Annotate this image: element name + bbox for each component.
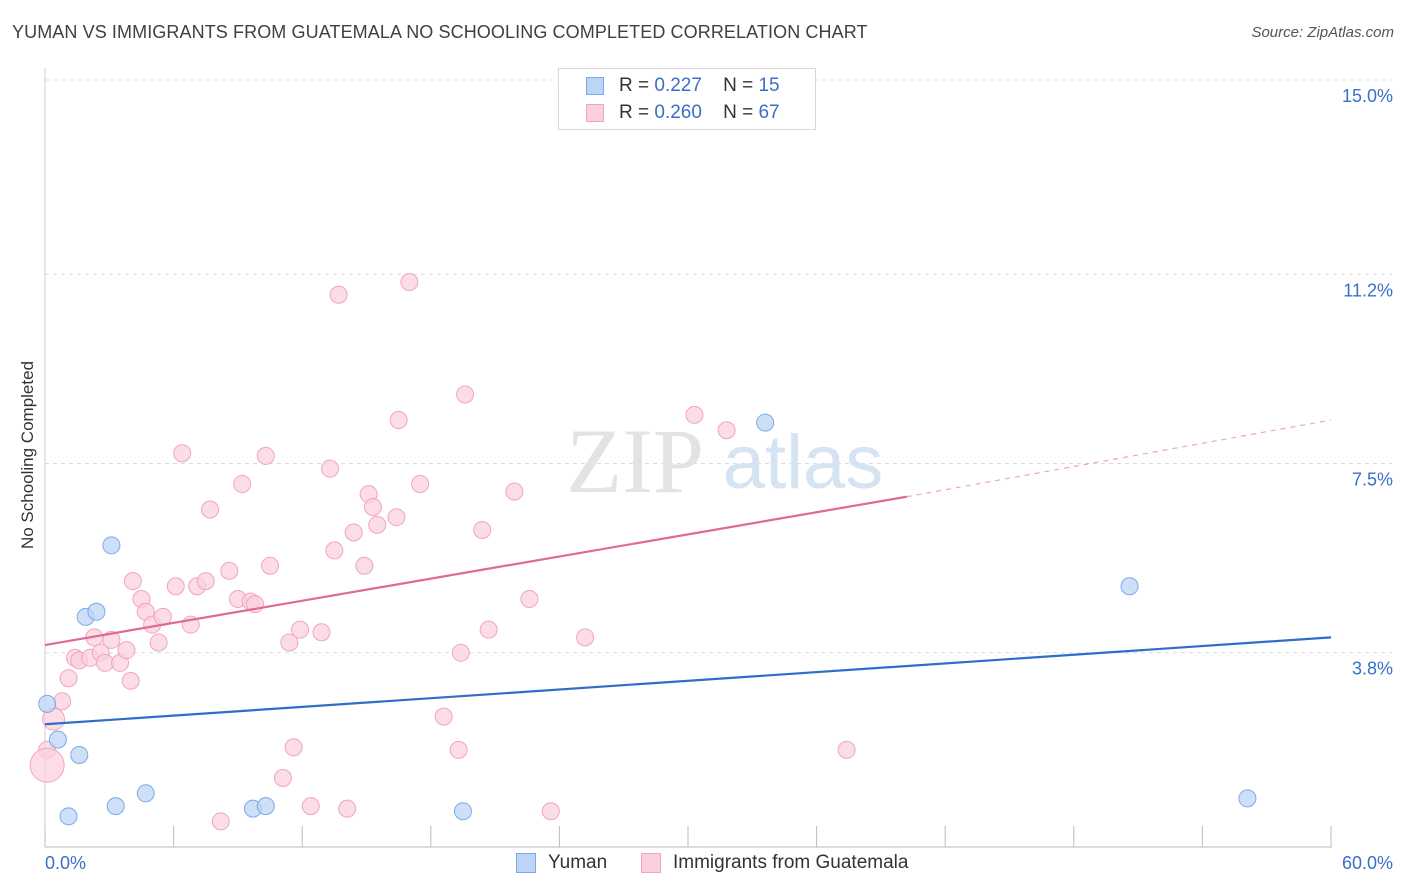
legend-label: Immigrants from Guatemala — [673, 852, 909, 873]
yuman-legend-swatch — [516, 853, 536, 873]
guatemala-point — [363, 497, 382, 516]
yuman-swatch — [586, 77, 604, 95]
guatemala-point — [325, 541, 344, 560]
yuman-point — [70, 745, 89, 764]
guatemala-point — [284, 738, 303, 757]
trendlines — [44, 419, 1332, 726]
axes — [44, 68, 1332, 848]
yuman-point — [1238, 789, 1257, 808]
stats-legend: R = 0.227 N = 15 R = 0.260 N = 67 — [558, 68, 816, 130]
guatemala-point — [220, 561, 239, 580]
yuman-point — [87, 602, 106, 621]
r-value: 0.260 — [654, 102, 702, 123]
yuman-point — [1120, 577, 1139, 596]
gridlines — [45, 79, 1392, 654]
watermark-atlas: atlas — [723, 420, 884, 505]
guatemala-point — [280, 633, 299, 652]
x-tick-label: 0.0% — [45, 853, 86, 873]
guatemala-point — [338, 799, 357, 818]
tick-labels: 3.8% 7.5% 11.2% 15.0% 0.0% 60.0% — [45, 86, 1393, 873]
r-label: R = — [619, 102, 650, 123]
y-tick-label: 15.0% — [1342, 86, 1393, 106]
n-label: N = — [723, 75, 754, 96]
guatemala-point — [29, 747, 65, 783]
guatemala-point — [837, 740, 856, 759]
guatemala-point — [541, 802, 560, 821]
x-tick-label: 60.0% — [1342, 853, 1393, 873]
yuman-point — [106, 797, 125, 816]
y-tick-label: 7.5% — [1352, 470, 1393, 490]
yuman-point — [453, 802, 472, 821]
guatemala-point — [59, 669, 78, 688]
r-label: R = — [619, 75, 650, 96]
guatemala-point — [291, 620, 310, 639]
n-label: N = — [723, 102, 754, 123]
legend-label: Yuman — [548, 852, 608, 873]
guatemala-point — [233, 474, 252, 493]
guatemala-point — [479, 620, 498, 639]
guatemala-point — [121, 671, 140, 690]
guatemala-point — [117, 641, 136, 660]
y-tick-label: 3.8% — [1352, 659, 1393, 679]
guatemala-point — [53, 692, 72, 711]
guatemala-point — [449, 740, 468, 759]
guatemala-point — [473, 520, 492, 539]
guatemala-legend-swatch — [641, 853, 661, 873]
guatemala-point — [400, 272, 419, 291]
yuman-point — [756, 413, 775, 432]
yuman-point — [136, 784, 155, 803]
guatemala-point — [451, 643, 470, 662]
guatemala-point — [261, 556, 280, 575]
yuman-point — [59, 807, 78, 826]
n-value: 15 — [758, 75, 780, 96]
guatemala-point — [196, 572, 215, 591]
guatemala-point — [173, 444, 192, 463]
guatemala-point — [355, 556, 374, 575]
yuman-point — [256, 797, 275, 816]
guatemala-point — [434, 707, 453, 726]
guatemala-point — [329, 285, 348, 304]
yuman-point — [48, 730, 67, 749]
guatemala-point — [456, 385, 475, 404]
guatemala-point — [321, 459, 340, 478]
guatemala-point — [201, 500, 220, 519]
watermark-zip: ZIP — [566, 410, 704, 512]
guatemala-point — [273, 768, 292, 787]
guatemala-point — [368, 515, 387, 534]
yuman-trendline — [44, 636, 1332, 726]
guatemala-point — [256, 446, 275, 465]
yuman-point — [38, 694, 57, 713]
guatemala-point — [211, 812, 230, 831]
guatemala-point — [166, 577, 185, 596]
r-value: 0.227 — [654, 75, 702, 96]
guatemala-swatch — [586, 104, 604, 122]
bottom-legend: Yuman Immigrants from Guatemala — [0, 852, 1406, 878]
guatemala-point — [387, 508, 406, 527]
guatemala-point — [301, 797, 320, 816]
guatemala-point — [576, 628, 595, 647]
guatemala-point — [312, 623, 331, 642]
n-value: 67 — [758, 102, 780, 123]
source-label: Source: ZipAtlas.com — [1251, 24, 1394, 41]
yuman-point — [102, 536, 121, 555]
guatemala-point — [685, 405, 704, 424]
y-tick-label: 11.2% — [1343, 280, 1393, 300]
guatemala-point — [149, 633, 168, 652]
guatemala-trendline-extension — [906, 419, 1332, 498]
guatemala-point — [344, 523, 363, 542]
guatemala-point — [389, 411, 408, 430]
guatemala-point — [96, 653, 115, 672]
guatemala-point — [505, 482, 524, 501]
guatemala-trendline — [44, 495, 907, 647]
guatemala-point — [411, 474, 430, 493]
guatemala-points — [29, 272, 856, 831]
guatemala-point — [717, 421, 736, 440]
guatemala-point — [123, 572, 142, 591]
guatemala-point — [102, 630, 121, 649]
yuman-points — [38, 413, 1257, 826]
chart-title: YUMAN VS IMMIGRANTS FROM GUATEMALA NO SC… — [12, 22, 868, 42]
guatemala-point — [520, 590, 539, 609]
